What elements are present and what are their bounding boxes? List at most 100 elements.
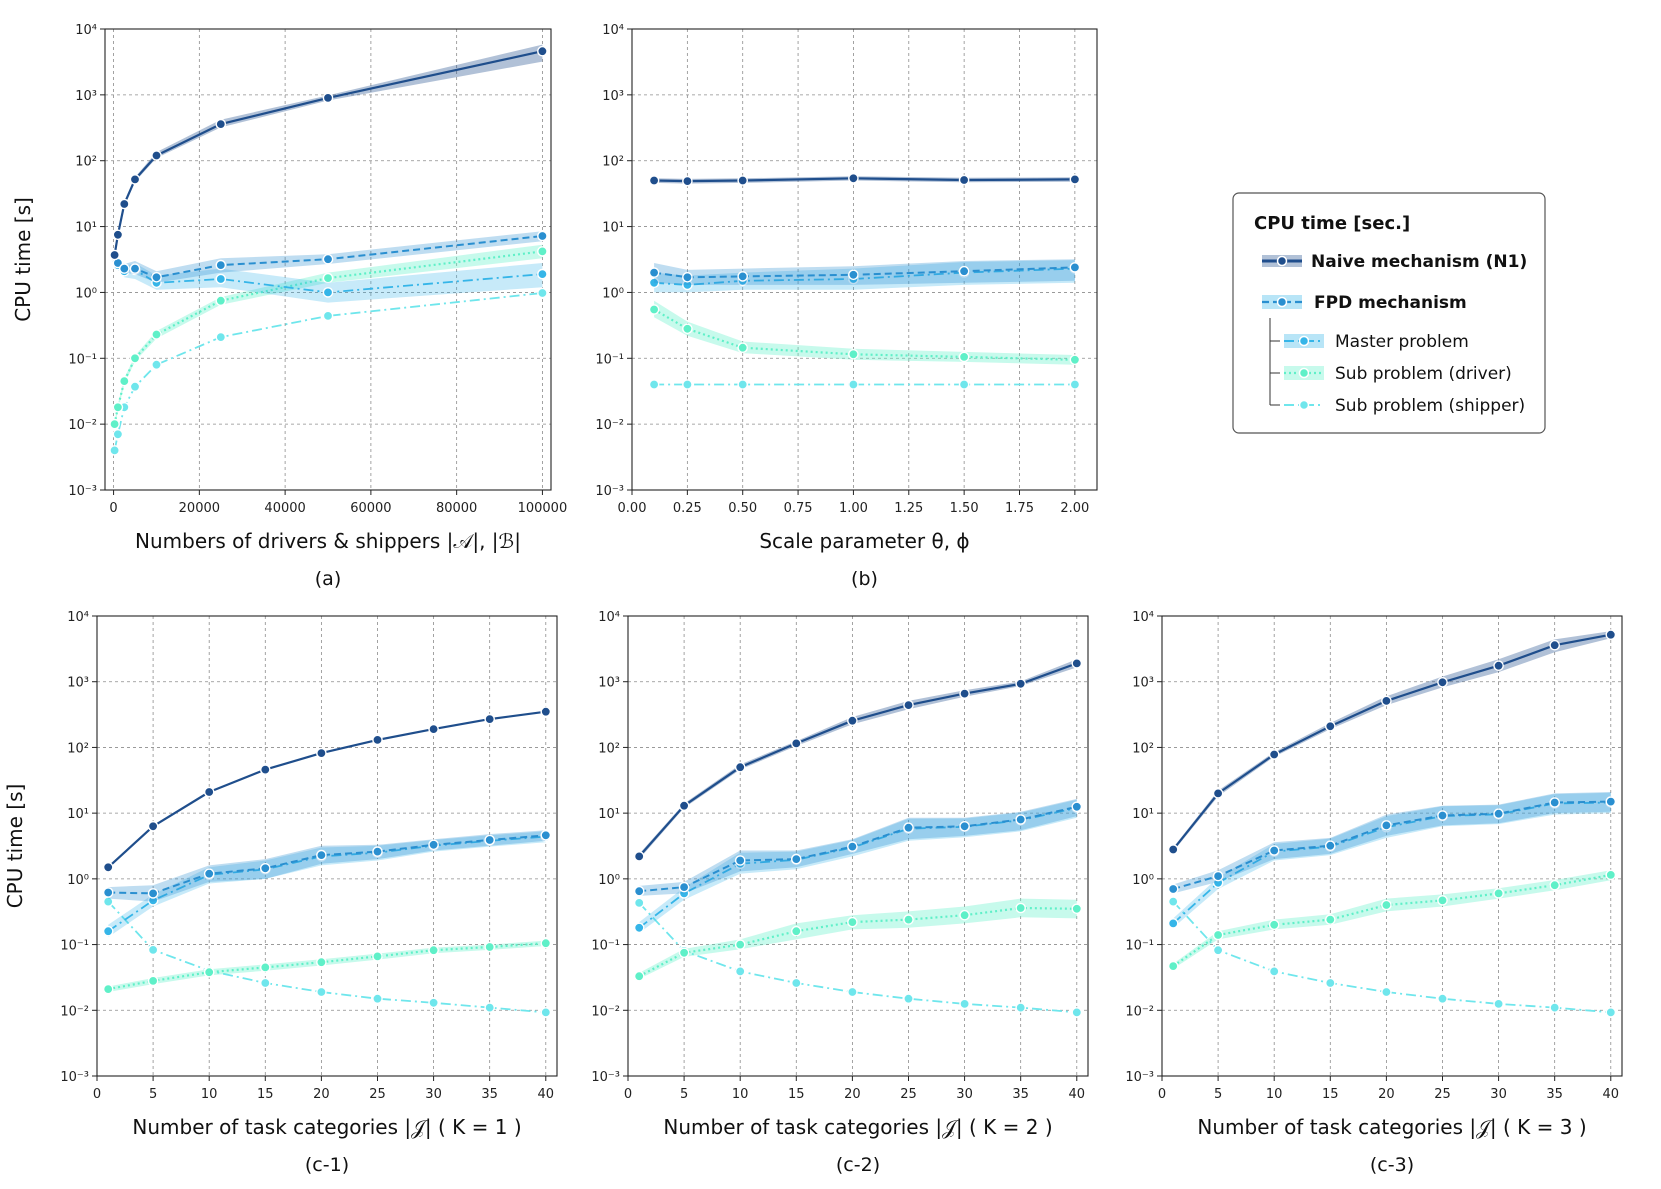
data-point-naive <box>959 688 970 699</box>
data-point-shipper <box>958 379 970 390</box>
x-tick-label: 10 <box>732 1087 749 1102</box>
series-line-shipper <box>1172 900 1611 1014</box>
data-point-naive <box>633 851 645 862</box>
y-tick-label: 10⁻³ <box>1125 1070 1154 1085</box>
data-point-naive <box>1069 174 1081 185</box>
x-axis-label: Scale parameter θ, ϕ <box>759 529 969 553</box>
legend-entry-driver: Sub problem (driver) <box>1284 364 1512 384</box>
data-point-shipper <box>1325 977 1336 989</box>
y-tick-label: 10⁻³ <box>591 1070 620 1085</box>
data-point-naive <box>1212 788 1224 799</box>
plot-area <box>109 44 548 456</box>
legend-label-master: Master problem <box>1335 332 1469 352</box>
series-naive <box>109 44 548 261</box>
legend-marker-master <box>1298 335 1310 347</box>
confidence-band-driver <box>639 898 1077 979</box>
y-tick-label: 10³ <box>67 676 89 691</box>
x-tick-label: 20 <box>313 1087 330 1102</box>
x-tick-label: 25 <box>1434 1087 1451 1102</box>
plot-frame <box>1161 615 1623 1077</box>
data-point-driver <box>678 947 690 959</box>
data-point-shipper <box>215 331 227 343</box>
x-tick-label: 5 <box>680 1087 688 1102</box>
y-tick-label: 10⁻³ <box>68 484 97 499</box>
confidence-band-fpd <box>654 259 1075 285</box>
data-point-fpd <box>537 230 548 242</box>
confidence-band-driver <box>654 300 1075 365</box>
data-point-naive <box>848 172 859 184</box>
data-point-naive <box>1167 844 1179 855</box>
data-point-master <box>322 287 334 298</box>
series-fpd <box>648 259 1081 285</box>
data-point-shipper <box>1268 966 1280 977</box>
x-tick-label: 35 <box>1546 1087 1563 1102</box>
data-point-fpd <box>1381 820 1392 831</box>
panel-label: (c-2) <box>836 1154 880 1176</box>
data-point-naive <box>259 764 271 775</box>
y-tick-label: 10⁰ <box>602 286 624 301</box>
data-point-shipper <box>959 998 970 1010</box>
data-point-shipper <box>147 944 159 956</box>
panel-label: (a) <box>315 568 341 590</box>
y-tick-label: 10¹ <box>598 807 620 822</box>
x-tick-label: 20000 <box>179 501 220 516</box>
data-point-fpd <box>540 830 552 841</box>
y-tick-label: 10⁻² <box>595 418 624 433</box>
data-point-shipper <box>151 359 162 371</box>
y-tick-label: 10¹ <box>1132 807 1154 822</box>
data-point-fpd <box>1605 796 1617 807</box>
series-shipper <box>633 897 1083 1018</box>
data-point-fpd <box>215 259 227 271</box>
x-tick-label: 15 <box>788 1087 805 1102</box>
data-point-driver <box>259 962 271 973</box>
legend-label-driver: Sub problem (driver) <box>1335 364 1512 384</box>
data-point-shipper <box>259 977 271 989</box>
series-fpd <box>109 230 548 283</box>
data-point-driver <box>102 983 114 995</box>
data-point-shipper <box>1071 1007 1083 1018</box>
x-tick-label: 5 <box>1214 1087 1222 1102</box>
data-point-naive <box>129 174 141 185</box>
y-tick-label: 10³ <box>602 89 624 104</box>
y-tick-label: 10⁴ <box>598 610 620 625</box>
series-fpd <box>102 830 552 902</box>
x-tick-label: 60000 <box>350 501 391 516</box>
series-naive <box>648 172 1081 187</box>
data-point-naive <box>678 800 690 812</box>
data-point-shipper <box>112 428 124 440</box>
data-point-driver <box>119 375 130 387</box>
data-point-shipper <box>848 379 859 390</box>
x-tick-label: 2.00 <box>1060 501 1089 516</box>
data-point-master <box>537 268 548 280</box>
confidence-band-master <box>639 799 1077 933</box>
x-tick-label: 0 <box>1158 1087 1166 1102</box>
panel-c3: 10⁻³ 10⁻² 10⁻¹ 10⁰ 10¹ 10² 10³ 10⁴ 0 5 10 15 20 25 30 3… <box>1125 610 1623 1176</box>
legend-label-naive: Naive mechanism (N1) <box>1311 252 1527 272</box>
x-tick-label: 0.50 <box>728 501 757 516</box>
data-point-fpd <box>847 841 858 852</box>
data-point-naive <box>1437 677 1448 688</box>
data-point-driver <box>1325 914 1336 925</box>
data-point-driver <box>1015 902 1027 914</box>
y-tick-label: 10⁰ <box>75 286 97 301</box>
data-point-driver <box>112 401 124 413</box>
plot-frame <box>104 28 552 491</box>
data-point-shipper <box>903 993 914 1005</box>
data-point-naive <box>1268 749 1280 760</box>
y-tick-label: 10³ <box>598 676 620 691</box>
data-point-fpd <box>1069 262 1081 273</box>
data-point-fpd <box>316 849 327 861</box>
data-point-master <box>648 277 660 289</box>
data-point-driver <box>1381 899 1392 911</box>
data-point-driver <box>959 909 970 921</box>
data-point-naive <box>151 150 162 161</box>
data-point-shipper <box>1437 993 1448 1005</box>
series-line-fpd <box>108 834 546 895</box>
x-tick-label: 30 <box>1490 1087 1507 1102</box>
data-point-fpd <box>151 271 162 283</box>
x-tick-label: 0 <box>624 1087 632 1102</box>
data-point-naive <box>682 175 693 187</box>
x-tick-label: 40 <box>1603 1087 1620 1102</box>
